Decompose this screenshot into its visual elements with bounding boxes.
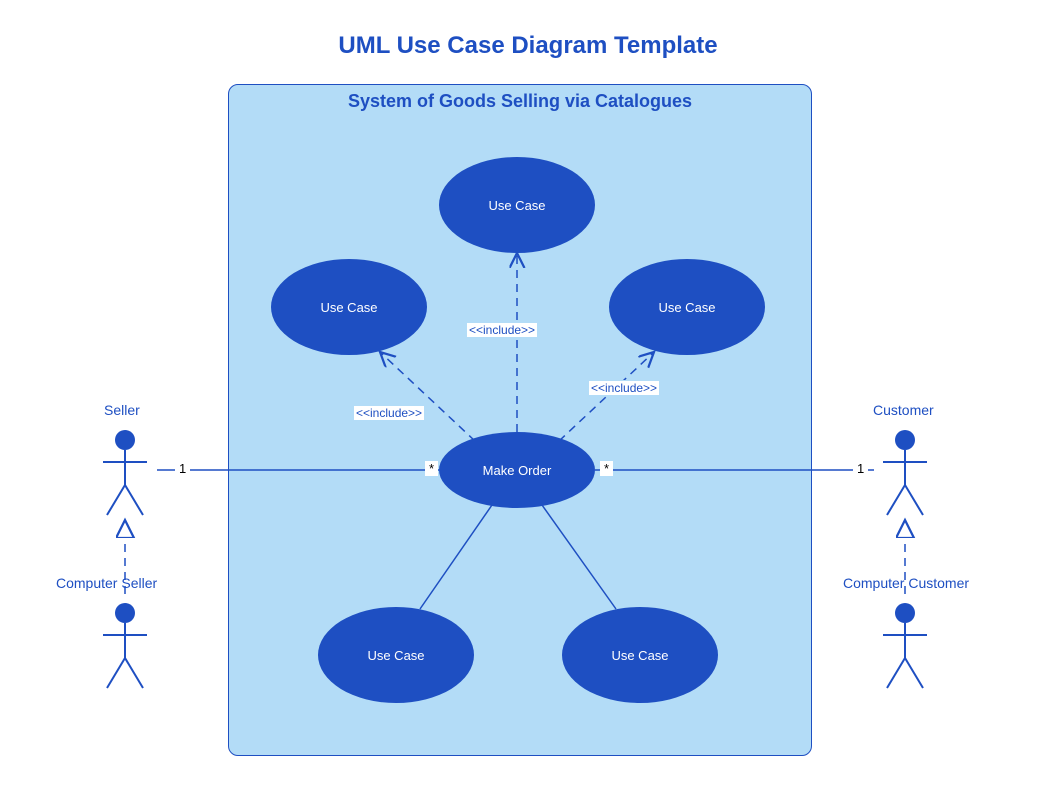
diagram-title: UML Use Case Diagram Template — [0, 32, 1056, 60]
actor-label-comp_customer: Computer Customer — [843, 575, 969, 591]
actor-comp_seller — [103, 603, 147, 688]
usecase-uc_bl: Use Case — [318, 607, 474, 703]
multiplicity-label: 1 — [853, 461, 868, 476]
usecase-uc_top: Use Case — [439, 157, 595, 253]
actor-label-comp_seller: Computer Seller — [56, 575, 157, 591]
multiplicity-label: * — [425, 461, 438, 476]
actor-label-customer: Customer — [873, 402, 934, 418]
usecase-uc_make: Make Order — [439, 432, 595, 508]
usecase-uc_right: Use Case — [609, 259, 765, 355]
include-label: <<include>> — [466, 322, 538, 338]
usecase-uc_br: Use Case — [562, 607, 718, 703]
include-label: <<include>> — [353, 405, 425, 421]
include-label: <<include>> — [588, 380, 660, 396]
system-title: System of Goods Selling via Catalogues — [229, 91, 811, 112]
actor-customer — [883, 430, 927, 515]
multiplicity-label: 1 — [175, 461, 190, 476]
actor-label-seller: Seller — [104, 402, 140, 418]
actor-seller — [103, 430, 147, 515]
multiplicity-label: * — [600, 461, 613, 476]
actor-comp_customer — [883, 603, 927, 688]
usecase-uc_left: Use Case — [271, 259, 427, 355]
